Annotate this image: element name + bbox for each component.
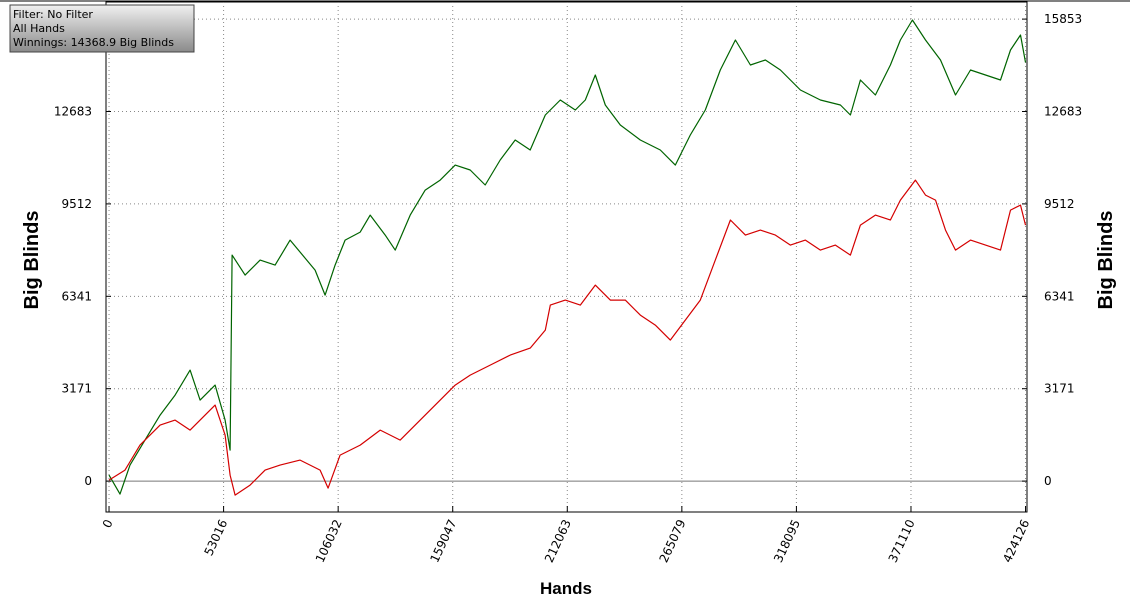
- y-tick-label: 12683: [54, 104, 92, 118]
- info-line: Filter: No Filter: [13, 8, 93, 21]
- x-tick-label: 318095: [771, 517, 803, 564]
- grid: [106, 2, 1027, 512]
- x-tick-label: 106032: [313, 517, 345, 564]
- x-tick-label: 159047: [427, 517, 459, 564]
- y2-tick-label: 6341: [1044, 289, 1075, 303]
- y-axis-title: Big Blinds: [21, 211, 43, 310]
- y-tick-label: 0: [84, 474, 92, 488]
- y-tick-label: 3171: [61, 382, 92, 396]
- y-tick-label: 9512: [61, 197, 92, 211]
- info-line: Winnings: 14368.9 Big Blinds: [13, 36, 174, 49]
- plot-frame: [105, 1, 1028, 513]
- x-tick-label: 265079: [657, 517, 689, 564]
- x-tick-label: 53016: [201, 517, 230, 558]
- y2-tick-label: 3171: [1044, 382, 1075, 396]
- series-line: [108, 179, 1027, 496]
- x-tick-label: 212063: [542, 517, 574, 564]
- x-axis-title: Hands: [540, 579, 592, 595]
- y2-tick-label: 9512: [1044, 197, 1075, 211]
- info-box: [9, 4, 195, 53]
- info-line: All Hands: [13, 22, 65, 35]
- y2-tick-label: 15853: [1044, 12, 1082, 26]
- lines: [108, 19, 1027, 496]
- series-line: [108, 19, 1027, 495]
- x-tick-label: 424126: [1000, 517, 1032, 564]
- y2-axis-title: Big Blinds: [1095, 211, 1117, 310]
- x-tick-label: 0: [100, 517, 116, 530]
- x-tick-label: 371110: [886, 517, 918, 564]
- y-tick-label: 6341: [61, 289, 92, 303]
- y2-tick-label: 0: [1044, 474, 1052, 488]
- y2-tick-label: 12683: [1044, 104, 1082, 118]
